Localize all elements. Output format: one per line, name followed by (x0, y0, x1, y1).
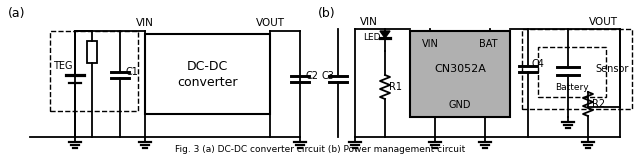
Text: C2: C2 (305, 71, 318, 81)
Bar (145, 34, 270, 114)
Text: R1: R1 (389, 82, 402, 92)
Text: Sensor: Sensor (596, 64, 629, 74)
Text: (a): (a) (8, 7, 26, 20)
Text: Battery: Battery (555, 83, 589, 92)
Text: VOUT: VOUT (589, 17, 618, 27)
Polygon shape (380, 31, 390, 38)
Text: TEG: TEG (53, 61, 72, 71)
Text: VIN: VIN (360, 17, 378, 27)
Bar (522, 29, 632, 109)
Text: CN3052A: CN3052A (434, 64, 486, 74)
Text: GND: GND (449, 100, 471, 110)
Bar (410, 31, 510, 117)
Text: R2: R2 (592, 99, 605, 109)
Text: DC-DC: DC-DC (187, 61, 228, 73)
Text: Fig. 3 (a) DC-DC converter circuit (b) Power management circuit: Fig. 3 (a) DC-DC converter circuit (b) P… (175, 145, 465, 154)
Text: C4: C4 (531, 59, 544, 69)
Text: LED: LED (364, 33, 381, 42)
Bar (87, 41, 97, 63)
Text: C3: C3 (321, 71, 334, 81)
Text: VIN: VIN (422, 39, 439, 49)
Text: BAT: BAT (479, 39, 498, 49)
Text: VIN: VIN (136, 18, 154, 28)
Text: (b): (b) (318, 7, 335, 20)
Text: converter: converter (177, 76, 237, 90)
Bar (538, 47, 606, 97)
Bar (50, 31, 138, 111)
Text: VOUT: VOUT (255, 18, 285, 28)
Text: C1: C1 (125, 67, 138, 77)
